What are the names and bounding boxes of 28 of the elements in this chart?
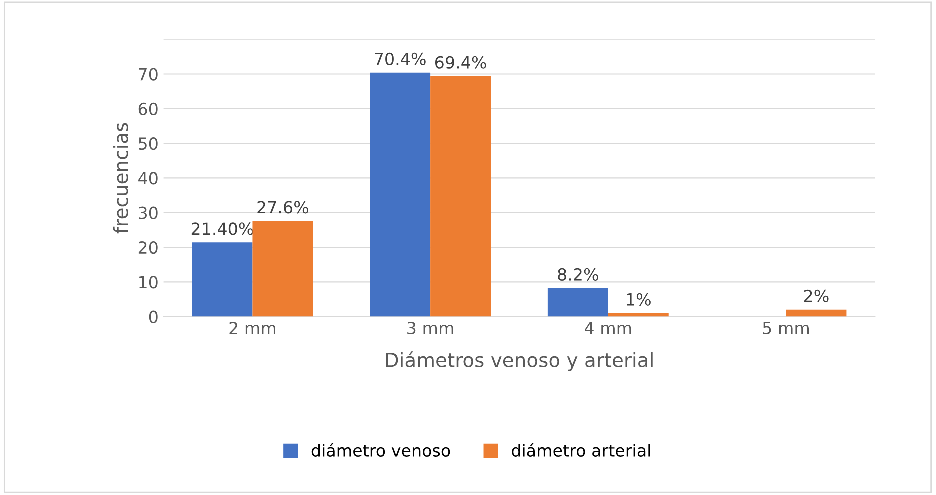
y-tick-label: 40 bbox=[138, 172, 158, 185]
bar bbox=[548, 288, 608, 317]
bar bbox=[252, 221, 314, 317]
y-tick-label: 20 bbox=[138, 241, 158, 254]
y-tick-label: 0 bbox=[149, 310, 158, 324]
x-tick-label: 3 mm bbox=[408, 322, 454, 335]
y-axis-title: frecuencias bbox=[113, 123, 128, 234]
legend-label: diámetro venoso bbox=[312, 443, 450, 457]
data-label: 8.2% bbox=[558, 268, 598, 281]
bar bbox=[786, 310, 847, 317]
x-tick-label: 2 mm bbox=[230, 322, 276, 334]
data-label: 70.4% bbox=[375, 52, 426, 66]
y-tick-label: 10 bbox=[140, 276, 158, 289]
x-axis-title: Diámetros venoso y arterial bbox=[386, 352, 653, 372]
bar bbox=[370, 72, 431, 317]
x-tick-label: 5 mm bbox=[763, 322, 810, 335]
data-label: 2% bbox=[804, 290, 829, 302]
legend-label: diámetro arterial bbox=[512, 443, 650, 457]
x-tick-label: 4 mm bbox=[585, 322, 632, 334]
data-label: 1% bbox=[627, 293, 651, 306]
y-tick-label: 60 bbox=[138, 102, 158, 116]
bar bbox=[430, 76, 492, 317]
bar bbox=[192, 242, 253, 317]
data-label: 69.4% bbox=[435, 56, 486, 69]
y-tick-label: 70 bbox=[139, 68, 158, 81]
y-tick-label: 50 bbox=[139, 138, 158, 150]
y-tick-label: 30 bbox=[139, 206, 158, 220]
data-label: 27.6% bbox=[258, 201, 309, 214]
